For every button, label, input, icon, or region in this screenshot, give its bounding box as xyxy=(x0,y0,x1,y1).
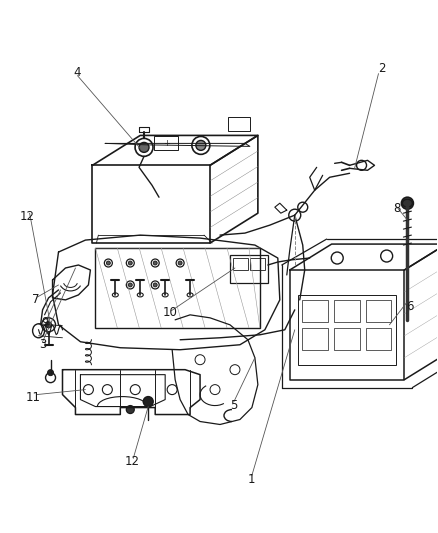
Text: 4: 4 xyxy=(74,66,81,79)
Text: 6: 6 xyxy=(406,301,413,313)
Text: 12: 12 xyxy=(125,455,140,468)
Text: 9: 9 xyxy=(41,316,48,329)
Circle shape xyxy=(128,261,132,265)
Circle shape xyxy=(153,261,157,265)
Text: 7: 7 xyxy=(32,293,39,306)
Text: 2: 2 xyxy=(378,62,385,75)
Circle shape xyxy=(48,370,53,376)
Bar xyxy=(366,328,392,350)
Text: +: + xyxy=(163,139,170,148)
Bar xyxy=(250,258,265,270)
Circle shape xyxy=(126,406,134,414)
Text: 12: 12 xyxy=(20,209,35,223)
Bar xyxy=(366,300,392,322)
Bar xyxy=(155,136,178,150)
Bar xyxy=(334,328,360,350)
Text: 8: 8 xyxy=(394,201,401,215)
Bar xyxy=(233,258,248,270)
Circle shape xyxy=(143,397,153,407)
Bar xyxy=(298,295,396,365)
Text: 11: 11 xyxy=(26,391,41,404)
Circle shape xyxy=(178,261,182,265)
Circle shape xyxy=(401,197,413,209)
Circle shape xyxy=(153,283,157,287)
Bar xyxy=(302,328,328,350)
Text: 10: 10 xyxy=(163,306,177,319)
Circle shape xyxy=(139,142,149,152)
Bar xyxy=(334,300,360,322)
Bar xyxy=(228,117,250,132)
Text: 3: 3 xyxy=(39,338,46,351)
Circle shape xyxy=(106,261,110,265)
Circle shape xyxy=(196,140,206,150)
Circle shape xyxy=(46,322,52,328)
Text: 5: 5 xyxy=(230,399,238,412)
Bar xyxy=(95,248,260,328)
Ellipse shape xyxy=(403,199,413,207)
Bar xyxy=(230,255,268,283)
Text: 1: 1 xyxy=(248,473,256,486)
Bar xyxy=(302,300,328,322)
Circle shape xyxy=(128,283,132,287)
